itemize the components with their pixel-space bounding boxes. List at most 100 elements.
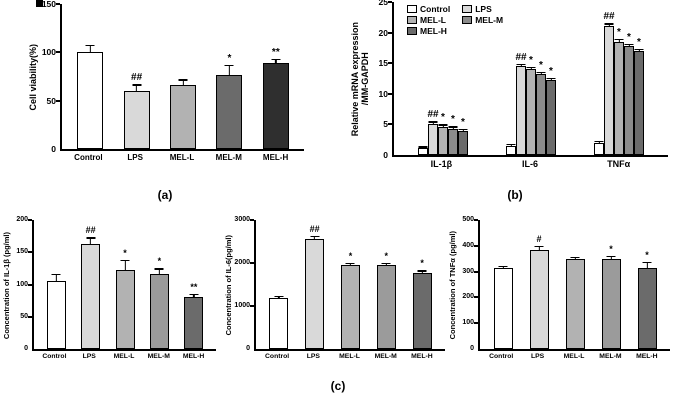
error-bar xyxy=(642,262,652,268)
error-bar-cap xyxy=(448,126,458,128)
bar-rect xyxy=(536,74,546,155)
bar-group: ## * * * xyxy=(399,2,487,155)
bar-rect xyxy=(46,281,66,349)
y-tick-label: 25 xyxy=(378,0,388,7)
chart-il6-concentration: Concentration of IL-6(pg/ml) 0 1000 2000 300… xyxy=(224,216,445,364)
error-bar-cap xyxy=(345,262,355,264)
y-tick-mark xyxy=(28,251,32,254)
bar-slot: * xyxy=(593,220,629,349)
significance-annotation: ** xyxy=(271,47,280,59)
legend-item: LPS xyxy=(462,3,503,14)
error-bar xyxy=(448,126,458,129)
x-axis-labels: Control LPS MEL-L MEL-M MEL-H xyxy=(60,151,304,164)
error-bar-cap xyxy=(154,268,164,270)
significance-annotation: * xyxy=(157,256,162,267)
y-tick-mark xyxy=(388,123,392,126)
bar-rect xyxy=(634,50,644,155)
bar xyxy=(418,2,428,155)
error-bar-stem xyxy=(89,237,92,244)
error-bar-cap xyxy=(85,44,95,46)
y-tick-label: 150 xyxy=(41,0,56,9)
bars-row: ##*** xyxy=(62,4,304,149)
significance-annotation: ## xyxy=(603,11,615,23)
chart-body: 0 50 100 150 200 ## * * ** Control LPS MEL-L MEL-M ME… xyxy=(12,216,216,364)
y-axis-label: Concentration of IL-6(pg/ml) xyxy=(224,235,233,336)
bar-rect xyxy=(262,62,289,149)
error-bar-cap xyxy=(606,255,616,257)
bar-rect xyxy=(149,273,169,349)
bar-slot: ## xyxy=(73,220,107,349)
y-axis-label: Concentration of IL-1β (pg/ml) xyxy=(2,231,11,340)
y-tick-label: 0 xyxy=(383,150,388,160)
bar: * xyxy=(526,2,536,155)
legend-label: Control xyxy=(420,3,451,14)
error-bar-stem xyxy=(193,293,195,298)
bar-rect xyxy=(216,74,243,149)
bar-slot xyxy=(485,220,521,349)
error-bar xyxy=(624,43,634,47)
y-tick-mark xyxy=(388,31,392,34)
y-tick-mark xyxy=(474,322,478,325)
bar-rect xyxy=(604,26,614,155)
bar-rect xyxy=(115,269,135,349)
significance-annotation: # xyxy=(536,233,542,244)
bars-row: ## * * * ## * * * ## * * * xyxy=(394,2,668,155)
y-axis-label: Relative mRNA expression /MM-GAPDH xyxy=(350,22,370,137)
bar-rect xyxy=(594,142,604,155)
bar-slot xyxy=(67,4,113,149)
bar: * xyxy=(546,2,556,155)
error-bar-stem xyxy=(538,245,540,250)
legend-item: MEL-L xyxy=(407,14,450,25)
legend-label: MEL-M xyxy=(475,14,504,25)
error-bar-cap xyxy=(120,260,130,262)
x-category-label: Control xyxy=(265,353,290,360)
error-bar-cap xyxy=(634,48,644,50)
bars-row: ##*** xyxy=(256,220,445,349)
bar-rect xyxy=(184,297,204,349)
chart-cell-viability: Cell viability(%) 0 50 100 150 ## * ** Control LP… xyxy=(28,0,304,164)
y-tick-label: 200 xyxy=(462,293,474,301)
legend: Control LPS MEL-L MEL-M MEL-H xyxy=(407,3,503,36)
y-tick-mark xyxy=(56,3,60,5)
error-bar xyxy=(570,256,580,259)
bar: * xyxy=(412,220,432,349)
error-bar-stem xyxy=(608,23,610,27)
bar-rect xyxy=(637,267,657,349)
y-tick-label: 0 xyxy=(24,345,28,352)
error-bar-stem xyxy=(55,273,57,282)
bar: * xyxy=(438,2,448,155)
y-tick-mark xyxy=(250,262,254,264)
bar xyxy=(77,4,104,149)
error-bar xyxy=(120,260,130,270)
y-tick-mark xyxy=(388,62,392,65)
error-bar xyxy=(506,144,516,146)
bar: ## xyxy=(515,2,527,155)
artifact-square xyxy=(36,0,43,7)
x-category-label: MEL-L xyxy=(339,353,360,360)
bar-rect xyxy=(123,91,150,149)
error-bar xyxy=(594,140,604,143)
error-bar-cap xyxy=(498,266,508,268)
significance-annotation: ## xyxy=(309,223,320,234)
bar-slot: # xyxy=(521,220,557,349)
bar: # xyxy=(529,220,549,349)
error-bar xyxy=(85,44,95,53)
significance-annotation: ## xyxy=(85,225,96,236)
x-category-label: MEL-H xyxy=(411,353,433,360)
y-tick-label: 0 xyxy=(246,345,250,352)
x-category-label: MEL-L xyxy=(563,353,585,360)
bar-slot: ** xyxy=(253,4,299,149)
error-bar xyxy=(154,268,164,274)
error-bar-cap xyxy=(274,296,284,298)
x-category-label: MEL-M xyxy=(147,353,170,360)
legend-item: Control xyxy=(407,3,450,14)
bar-rect xyxy=(340,265,360,349)
y-tick-label: 400 xyxy=(462,241,474,249)
x-category-label: MEL-L xyxy=(113,353,135,360)
bar: * xyxy=(216,4,243,149)
bar: ** xyxy=(184,220,204,349)
error-bar-stem xyxy=(124,260,126,270)
plot-area: 0 1000 2000 3000 ## * * * xyxy=(234,216,445,352)
x-axis-labels: IL-1β IL-6 TNFα xyxy=(392,157,668,170)
significance-annotation: * xyxy=(348,250,353,261)
